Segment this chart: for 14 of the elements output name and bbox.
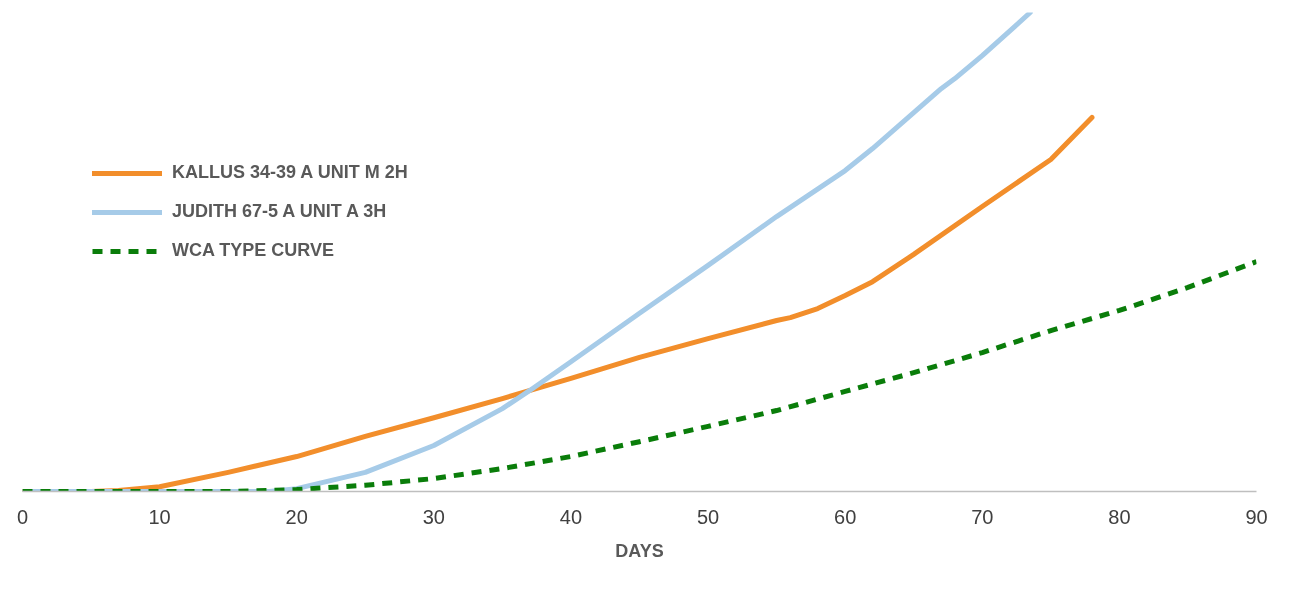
- x-tick-label: 20: [285, 505, 308, 528]
- x-tick-label: 70: [971, 505, 994, 528]
- legend-label: KALLUS 34-39 A UNIT M 2H: [172, 162, 408, 183]
- x-tick-label: 50: [696, 505, 720, 528]
- x-tick-label: 40: [559, 505, 583, 528]
- x-tick-label: 60: [834, 505, 857, 528]
- x-tick-label: 80: [1108, 505, 1131, 528]
- x-tick-label: 10: [148, 505, 171, 528]
- x-tick-label: 0: [16, 505, 29, 528]
- legend-label: JUDITH 67-5 A UNIT A 3H: [172, 201, 387, 222]
- x-tick-label: 30: [422, 505, 445, 528]
- x-axis-title: DAYS: [615, 540, 664, 561]
- x-tick-label: 90: [1245, 505, 1268, 528]
- legend-label: WCA TYPE CURVE: [172, 240, 335, 261]
